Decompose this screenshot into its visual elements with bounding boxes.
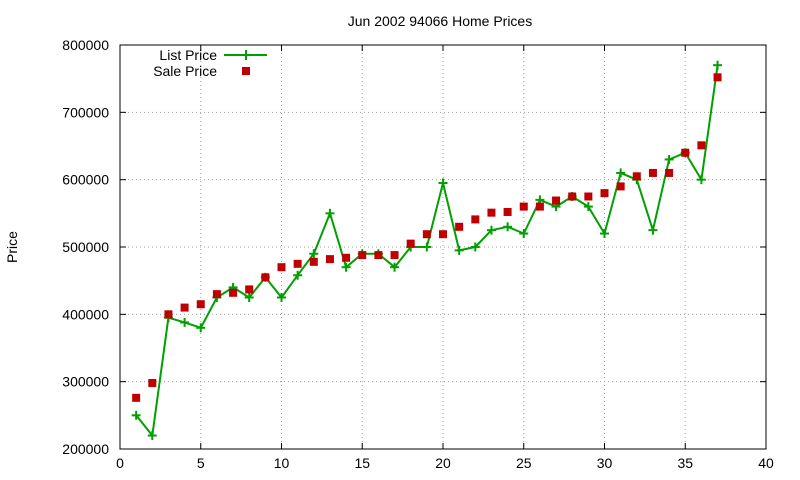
sale-price-point — [632, 172, 641, 181]
list-price-point — [519, 229, 529, 239]
sale-price-point — [325, 255, 334, 264]
x-tick-label: 15 — [354, 455, 370, 471]
legend-label-sale-price: Sale Price — [153, 63, 217, 79]
sale-price-point — [568, 192, 577, 201]
sale-price-series — [132, 73, 722, 402]
sale-price-point — [148, 379, 157, 388]
x-tick-label: 20 — [435, 455, 451, 471]
sale-price-point — [229, 288, 238, 297]
y-tick-label: 700000 — [62, 104, 109, 120]
list-price-point — [696, 175, 706, 185]
x-tick-label: 30 — [597, 455, 613, 471]
list-price-point — [470, 242, 480, 252]
x-tick-label: 35 — [677, 455, 693, 471]
sale-price-point — [196, 300, 205, 309]
sale-price-point — [261, 273, 270, 282]
sale-price-point — [406, 239, 415, 248]
sale-price-point — [245, 285, 254, 294]
sale-price-point — [277, 263, 286, 272]
axis-ticks: 0 5 10 15 20 25 30 35 40 200000 300000 400000 500000… — [62, 37, 774, 471]
list-price-point — [390, 262, 400, 272]
legend: List Price Sale Price — [153, 47, 267, 79]
sale-price-point — [390, 251, 399, 260]
x-tick-label: 0 — [116, 455, 124, 471]
sale-price-point — [713, 73, 722, 82]
sale-price-point — [487, 208, 496, 217]
list-price-point — [648, 225, 658, 235]
sale-price-point — [358, 251, 367, 260]
sale-price-point — [600, 189, 609, 198]
y-tick-label: 400000 — [62, 306, 109, 322]
chart-title: Jun 2002 94066 Home Prices — [348, 13, 532, 29]
list-price-series — [131, 60, 723, 441]
list-price-point — [454, 245, 464, 255]
sale-price-point — [309, 257, 318, 266]
grid — [120, 45, 766, 449]
sale-price-point — [519, 202, 528, 211]
list-price-point — [600, 229, 609, 239]
list-price-point — [422, 242, 432, 252]
sale-price-point — [648, 168, 657, 177]
x-tick-label: 5 — [197, 455, 205, 471]
sale-price-point — [374, 251, 383, 260]
list-price-point — [147, 431, 157, 441]
list-price-point — [196, 323, 206, 333]
sale-price-point — [212, 290, 221, 299]
list-price-point — [438, 178, 448, 188]
list-price-point — [713, 60, 723, 70]
y-tick-label: 800000 — [62, 37, 109, 53]
list-price-point — [131, 410, 141, 420]
list-price-point — [325, 208, 335, 218]
sale-price-point — [455, 222, 464, 231]
list-price-point — [503, 222, 513, 232]
sale-price-point — [439, 230, 447, 239]
sale-price-point — [422, 230, 431, 239]
x-tick-label: 40 — [758, 455, 774, 471]
legend-marker-sale-price — [242, 67, 250, 75]
legend-marker-list-price — [241, 50, 251, 60]
sale-price-point — [342, 253, 351, 262]
x-tick-label: 10 — [274, 455, 290, 471]
sale-price-point — [584, 192, 593, 201]
list-price-point — [293, 270, 303, 280]
list-price-point — [341, 262, 351, 272]
sale-price-point — [697, 141, 706, 150]
sale-price-point — [132, 393, 141, 402]
sale-price-point — [665, 168, 674, 177]
y-tick-label: 600000 — [62, 172, 109, 188]
sale-price-point — [535, 202, 544, 211]
x-tick-label: 25 — [516, 455, 532, 471]
list-price-point — [583, 202, 593, 212]
list-price-point — [244, 293, 254, 302]
list-price-point — [180, 317, 190, 327]
sale-price-point — [164, 310, 173, 319]
y-tick-label: 500000 — [62, 239, 109, 255]
sale-price-point — [681, 148, 690, 157]
list-price-point — [616, 168, 626, 178]
y-axis-label: Price — [4, 231, 20, 263]
sale-price-point — [180, 303, 189, 312]
list-price-point — [309, 249, 319, 259]
sale-price-point — [552, 196, 561, 205]
list-price-point — [664, 154, 674, 164]
sale-price-point — [616, 182, 625, 191]
list-price-point — [486, 225, 496, 235]
legend-label-list-price: List Price — [159, 47, 217, 63]
y-tick-label: 300000 — [62, 374, 109, 390]
list-price-point — [277, 293, 286, 302]
sale-price-point — [293, 259, 302, 268]
y-tick-label: 200000 — [62, 441, 109, 457]
sale-price-point — [503, 207, 512, 216]
sale-price-point — [471, 215, 480, 224]
